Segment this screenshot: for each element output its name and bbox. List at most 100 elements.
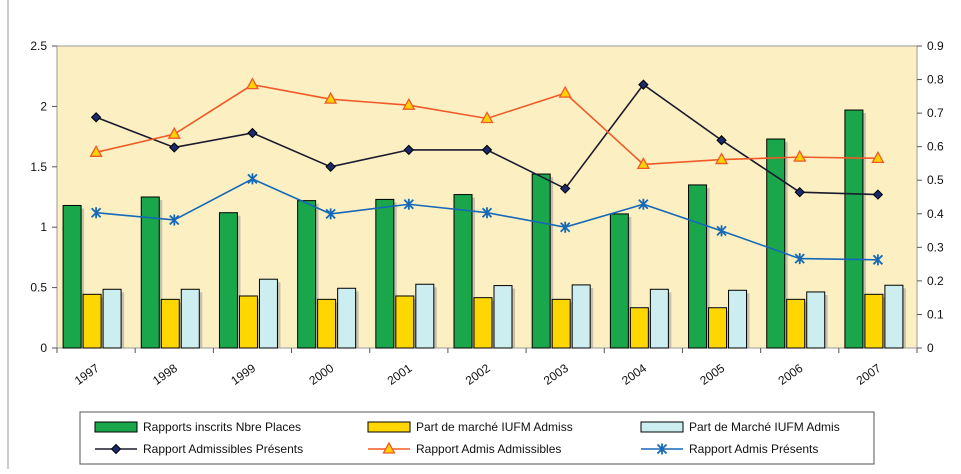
- legend-marker: [110, 443, 122, 455]
- point-2-2002: [480, 111, 494, 124]
- bar-3-2005: [728, 289, 748, 349]
- point-2-2007: [871, 150, 885, 163]
- bars-layer: [62, 109, 906, 349]
- bar-3-2004: [649, 288, 669, 349]
- right-tick-label: 0: [927, 341, 934, 355]
- point-2-2001: [402, 97, 416, 110]
- bar-2-1998: [160, 298, 180, 349]
- legend-label: Rapports inscrits Nbre Places: [143, 420, 301, 434]
- point-3-2002: [481, 207, 493, 219]
- legend-label: Part de Marché IUFM Admis: [689, 420, 840, 434]
- left-tick-label: 2.5: [30, 39, 47, 53]
- point-2-2006: [793, 149, 807, 162]
- right-tick-label: 0.9: [927, 39, 944, 53]
- right-tick-label: 0.2: [927, 274, 944, 288]
- bar-1-2005: [688, 184, 708, 349]
- right-tick-label: 0.5: [927, 173, 944, 187]
- left-tick-label: 2: [40, 99, 47, 113]
- legend-swatch: [640, 421, 684, 433]
- point-3-2007: [872, 254, 884, 266]
- point-1-2002: [481, 144, 493, 156]
- legend-swatch: [367, 421, 411, 433]
- x-tick-label: 2003: [541, 361, 571, 388]
- bar-3-2007: [884, 284, 904, 349]
- bar-1-1999: [218, 212, 238, 349]
- bar-1-2007: [844, 109, 864, 349]
- bar-3-2002: [493, 285, 513, 349]
- point-1-1998: [169, 142, 180, 153]
- bar-1-2001: [375, 198, 395, 349]
- x-tick-label: 2007: [854, 361, 884, 388]
- bar-2-2007: [864, 293, 884, 349]
- point-3-2003: [560, 221, 571, 233]
- bar-2-1997: [82, 293, 102, 349]
- legend-label: Rapport Admis Admissibles: [416, 442, 561, 456]
- bar-1-2003: [531, 173, 551, 349]
- bar-2-2004: [629, 307, 649, 349]
- lines-layer: [89, 77, 885, 266]
- bar-2-2001: [395, 295, 415, 349]
- x-tick-label: 2005: [697, 361, 727, 388]
- point-2-2004: [636, 157, 650, 170]
- point-1-2000: [325, 161, 336, 173]
- x-tick-label: 2002: [463, 361, 493, 388]
- x-tick-label: 1999: [228, 361, 258, 388]
- left-tick-label: 0: [40, 341, 47, 355]
- bar-2-2003: [551, 298, 571, 349]
- x-tick-label: 2006: [776, 361, 806, 388]
- bar-3-1999: [258, 278, 278, 349]
- legend-box: [79, 411, 875, 465]
- x-tick-label: 2000: [306, 361, 336, 388]
- point-3-2000: [325, 208, 336, 220]
- x-tick-label: 1998: [150, 361, 180, 388]
- point-3-1999: [247, 173, 258, 185]
- legend-label: Rapport Admissibles Présents: [143, 442, 303, 456]
- bar-1-1997: [62, 204, 82, 349]
- point-3-2006: [794, 253, 805, 265]
- point-1-1999: [247, 127, 258, 139]
- point-2-1998: [167, 126, 181, 139]
- point-1-2004: [638, 79, 649, 90]
- point-3-2001: [403, 198, 414, 210]
- point-2-1999: [245, 77, 260, 90]
- right-tick-label: 0.6: [927, 140, 944, 154]
- legend-label: Rapport Admis Présents: [689, 442, 818, 456]
- point-3-1997: [90, 207, 102, 219]
- point-1-2005: [716, 135, 727, 146]
- bar-3-1997: [102, 288, 122, 349]
- bar-2-2002: [473, 297, 493, 349]
- point-1-2001: [403, 144, 415, 156]
- right-tick-label: 0.8: [927, 73, 944, 87]
- bar-3-2003: [571, 284, 591, 349]
- legend-marker: [656, 443, 668, 455]
- bar-1-2002: [453, 194, 473, 349]
- point-3-2004: [638, 198, 649, 210]
- bar-3-2001: [415, 283, 435, 349]
- point-2-2005: [714, 152, 729, 165]
- right-tick-label: 0.4: [927, 207, 944, 221]
- left-tick-label: 1.5: [30, 160, 47, 174]
- bar-1-1998: [140, 196, 160, 349]
- bar-1-2000: [297, 200, 317, 349]
- legend-marker: [382, 441, 396, 454]
- point-2-2000: [324, 91, 338, 104]
- point-1-2003: [559, 183, 571, 194]
- bar-3-2000: [337, 287, 357, 349]
- legend: Rapports inscrits Nbre Places Part de mar…: [79, 411, 875, 465]
- bar-2-2006: [786, 298, 806, 349]
- point-2-1997: [89, 144, 103, 157]
- point-3-2005: [716, 225, 727, 237]
- bar-2-2000: [317, 298, 337, 349]
- left-tick-label: 0.5: [30, 281, 47, 295]
- point-1-1997: [90, 112, 102, 123]
- bar-1-2004: [609, 213, 629, 349]
- right-tick-label: 0.3: [927, 240, 944, 254]
- bar-2-2005: [708, 307, 728, 349]
- legend-label: Part de marché IUFM Admiss: [416, 420, 573, 434]
- right-tick-label: 0.7: [927, 106, 944, 120]
- point-2-2003: [558, 85, 572, 98]
- bar-3-1998: [180, 288, 200, 349]
- right-tick-label: 0.1: [927, 307, 944, 321]
